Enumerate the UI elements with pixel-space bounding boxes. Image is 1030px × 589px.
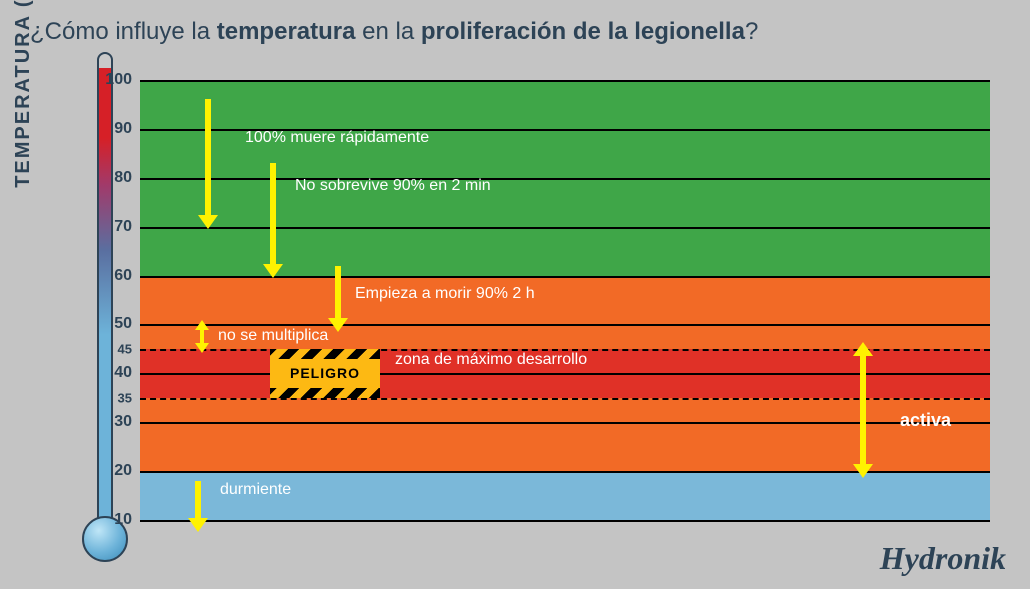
y-tick-label: 40	[92, 364, 132, 382]
brand-logo: Hydronik	[880, 540, 1006, 577]
arrow-down-icon	[195, 481, 201, 520]
y-tick-label: 20	[92, 462, 132, 480]
activa-label: activa	[900, 410, 951, 431]
title-b1: temperatura	[217, 18, 356, 45]
y-tick-label: 100	[92, 71, 132, 89]
chart-annotation: Empieza a morir 90% 2 h	[355, 285, 535, 303]
y-axis-label: TEMPERATURA (°C)	[12, 0, 35, 188]
chart-annotation: zona de máximo desarrollo	[395, 351, 587, 369]
page-title: ¿Cómo influye la temperatura en la proli…	[30, 18, 1000, 46]
title-post: ?	[745, 18, 758, 45]
gridline	[140, 227, 990, 229]
arrow-down-icon	[205, 99, 211, 216]
y-tick-label: 60	[92, 267, 132, 285]
y-tick-label: 50	[92, 315, 132, 333]
arrow-down-icon	[335, 266, 341, 320]
arrow-updown-activa-icon	[860, 354, 866, 467]
y-tick-minor-label: 45	[92, 341, 132, 356]
chart-annotation: durmiente	[220, 481, 291, 499]
title-b2: proliferación de la legionella	[421, 18, 745, 45]
gridline	[140, 80, 990, 82]
y-tick-label: 30	[92, 413, 132, 431]
y-tick-label: 80	[92, 169, 132, 187]
title-mid: en la	[355, 18, 420, 45]
arrow-down-icon	[270, 163, 276, 266]
arrow-updown-icon	[200, 329, 204, 344]
y-tick-label: 10	[92, 511, 132, 529]
gridline	[140, 520, 990, 522]
y-tick-label: 70	[92, 218, 132, 236]
gridline	[140, 178, 990, 180]
chart-annotation: 100% muere rápidamente	[245, 129, 429, 147]
y-tick-minor-label: 35	[92, 390, 132, 405]
chart-annotation: no se multiplica	[218, 327, 328, 345]
hazard-badge: PELIGRO	[270, 349, 380, 398]
title-pre: ¿Cómo influye la	[30, 18, 217, 45]
temperature-chart: 1009080706050403020104535100% muere rápi…	[140, 70, 990, 530]
y-tick-label: 90	[92, 120, 132, 138]
chart-annotation: No sobrevive 90% en 2 min	[295, 177, 491, 195]
